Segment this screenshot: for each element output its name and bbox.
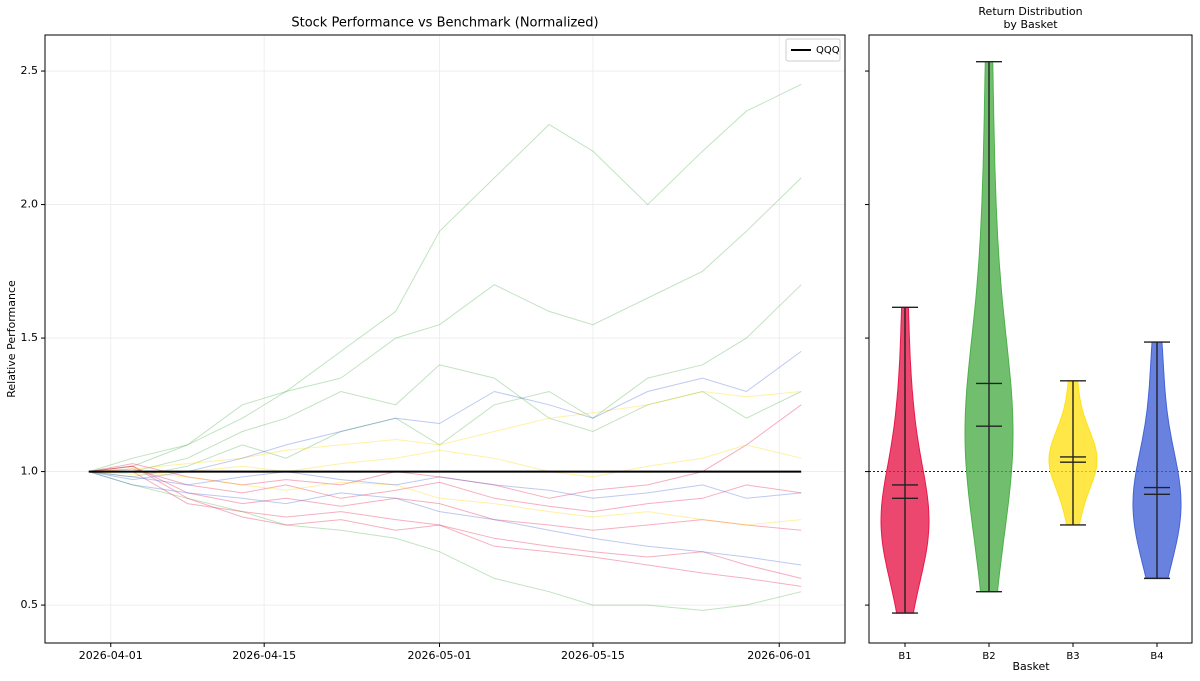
stock-line — [88, 471, 802, 499]
y-tick-label: 2.0 — [21, 198, 39, 211]
y-tick-label: 0.5 — [21, 598, 39, 611]
y-tick-label: 2.5 — [21, 64, 39, 77]
x-tick-label: 2026-06-01 — [747, 649, 811, 662]
stock-line — [88, 468, 802, 513]
stock-line — [88, 471, 802, 566]
stock-line — [88, 83, 802, 473]
x-tick-label: B3 — [1066, 651, 1079, 662]
legend-label: QQQ — [816, 45, 840, 56]
stock-line — [88, 471, 802, 526]
stock-line — [88, 404, 802, 499]
y-axis-label: Relative Performance — [5, 280, 18, 398]
stock-line — [88, 350, 802, 481]
stock-line — [88, 177, 802, 473]
y-tick-label: 1.5 — [21, 331, 39, 344]
stock-line — [88, 284, 802, 478]
chart-title: Stock Performance vs Benchmark (Normaliz… — [291, 16, 598, 31]
x-tick-label: B1 — [898, 651, 911, 662]
stock-line — [88, 471, 802, 579]
stock-line — [88, 444, 802, 478]
x-tick-label: 2026-04-15 — [232, 649, 296, 662]
chart-title: Return Distribution by Basket — [978, 5, 1083, 31]
x-tick-label: 2026-04-01 — [79, 649, 143, 662]
plot-frame — [868, 34, 1193, 644]
stock-line — [88, 465, 802, 531]
plot-frame — [44, 34, 846, 644]
x-tick-label: 2026-05-01 — [408, 649, 472, 662]
stock-line — [88, 364, 802, 473]
stock-line — [88, 471, 802, 611]
legend-box — [785, 38, 841, 62]
stock-line — [88, 465, 802, 587]
x-tick-label: 2026-05-15 — [561, 649, 625, 662]
x-tick-label: B4 — [1150, 651, 1163, 662]
x-axis-label: Basket — [1012, 660, 1050, 673]
y-tick-label: 1.0 — [21, 465, 39, 478]
stock-line — [88, 390, 802, 473]
x-tick-label: B2 — [982, 651, 995, 662]
